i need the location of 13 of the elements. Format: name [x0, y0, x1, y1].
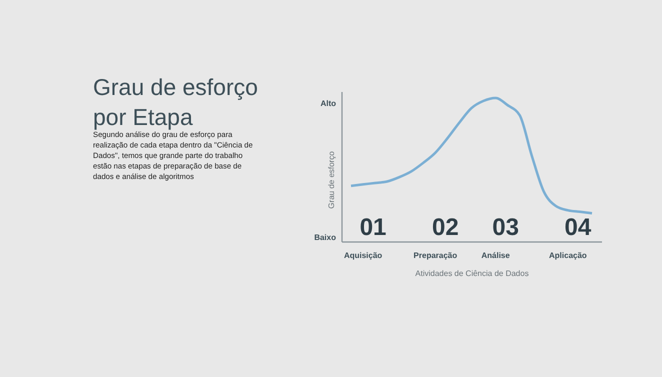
x-tick-label: Análise [481, 251, 510, 260]
annotation: 04 [564, 214, 592, 241]
annotation: 02 [432, 214, 459, 241]
chart-title: Grau de esforço por Etapa [93, 74, 258, 130]
x-tick-label: Aquisição [344, 251, 382, 260]
x-tick-label: Aplicação [549, 251, 587, 260]
text: Baixo [314, 233, 336, 242]
x-axis-title: Atividades de Ciência de Dados [415, 269, 529, 278]
annotation: 03 [492, 214, 519, 241]
x-tick-label: Preparação [414, 251, 458, 260]
text: Alto [320, 99, 336, 108]
y-axis-title: Grau de esforço [327, 150, 336, 209]
annotation: 01 [360, 214, 386, 241]
